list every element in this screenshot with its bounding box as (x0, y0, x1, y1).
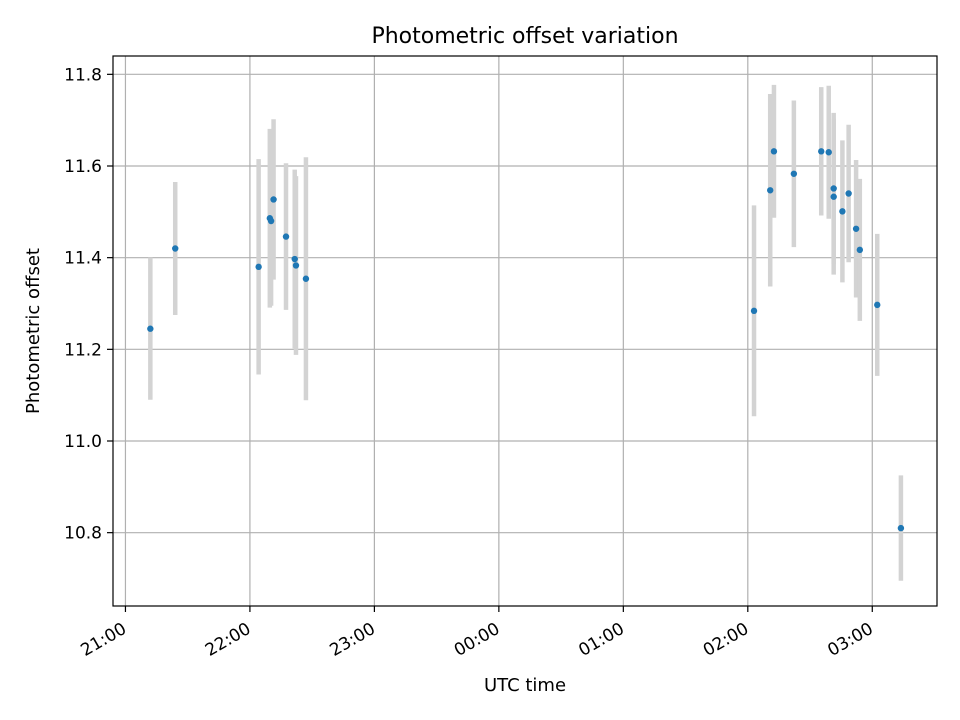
chart-title: Photometric offset variation (371, 24, 678, 49)
data-point (291, 255, 298, 263)
x-axis-label: UTC time (484, 675, 566, 696)
plot-frame (112, 55, 938, 607)
data-point (790, 170, 798, 177)
y-tick-label: 11.4 (64, 249, 102, 269)
data-point (292, 262, 300, 269)
y-tick-label: 11.6 (64, 157, 102, 177)
data-point (845, 190, 852, 197)
data-point (767, 187, 774, 194)
y-axis: 10.8 11.0 11.2 11.4 11.6 11.8 (64, 65, 113, 544)
y-tick-label: 10.8 (64, 524, 102, 544)
y-tick-label: 11.0 (64, 432, 102, 452)
data-point (255, 263, 262, 271)
data-point (897, 524, 905, 532)
data-points (147, 148, 905, 532)
data-point (852, 225, 860, 232)
y-tick-label: 11.2 (64, 340, 102, 360)
y-axis-label: Photometric offset (23, 248, 44, 414)
data-point (302, 275, 310, 282)
data-point (830, 185, 837, 192)
data-point (830, 193, 837, 200)
data-point (825, 149, 832, 156)
data-point (770, 148, 778, 155)
data-point (750, 307, 758, 315)
y-tick-label: 11.8 (64, 65, 102, 85)
data-point (282, 233, 290, 240)
data-point (270, 196, 277, 203)
gridlines (113, 56, 937, 606)
data-point (856, 246, 864, 254)
data-point (874, 301, 881, 309)
data-point (839, 208, 846, 215)
data-point (147, 325, 154, 332)
data-point (172, 245, 179, 252)
data-point (267, 217, 275, 225)
data-point (818, 148, 825, 155)
